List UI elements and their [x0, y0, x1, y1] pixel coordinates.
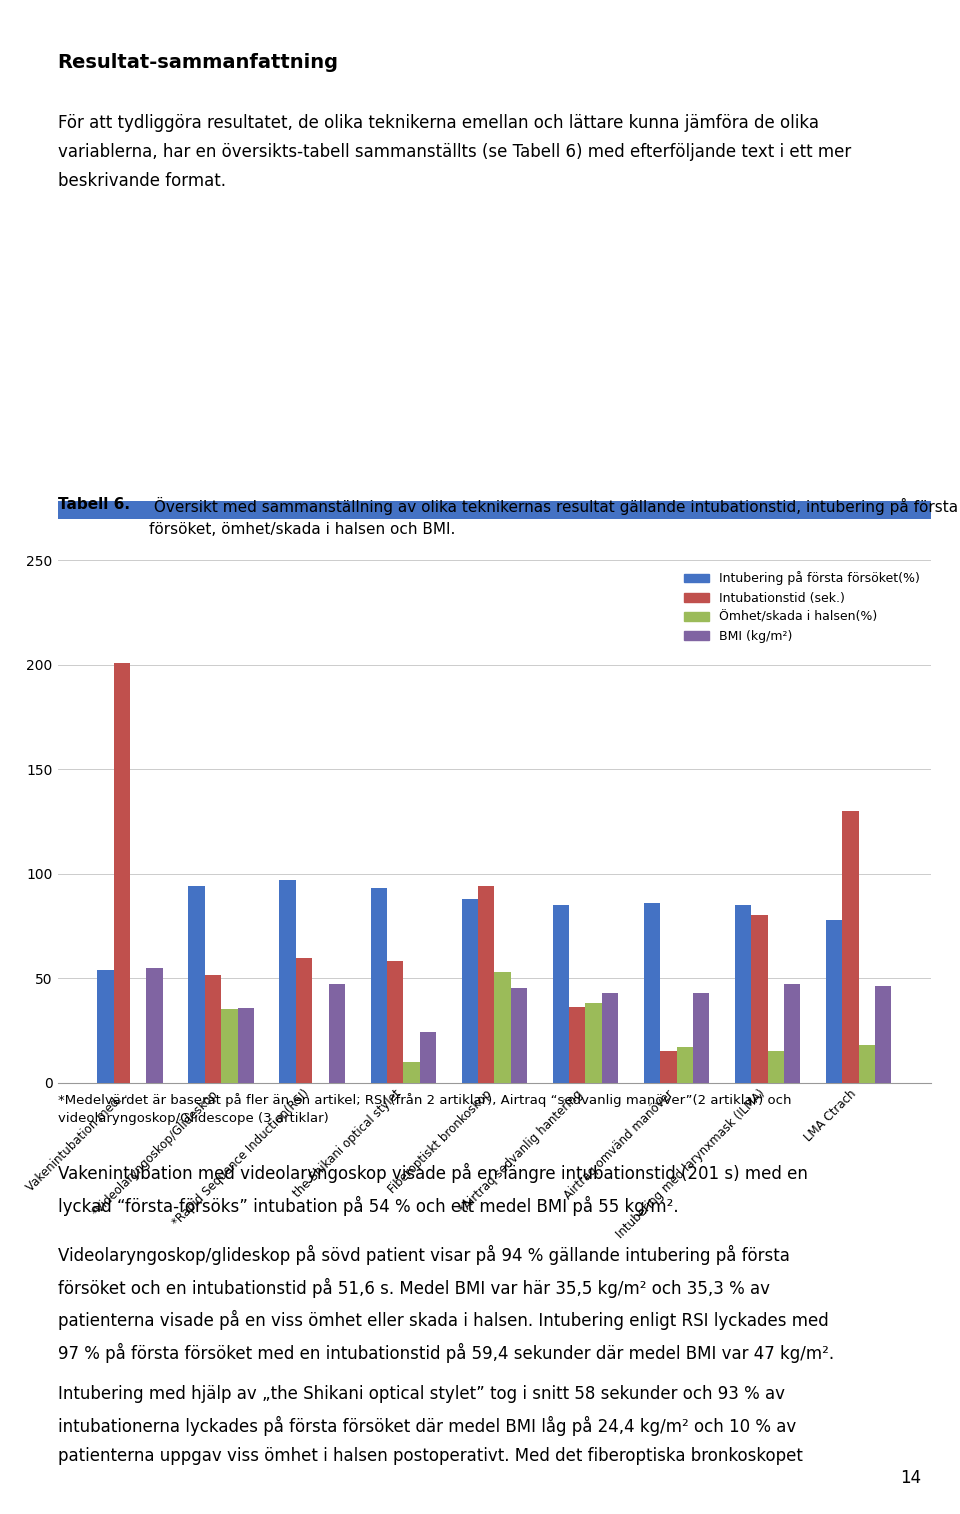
Bar	[842, 812, 858, 1083]
Text: Resultat-sammanfattning: Resultat-sammanfattning	[58, 53, 339, 73]
Bar	[188, 886, 204, 1083]
Text: *Medelvärdet är baserat på fler än en artikel; RSI (från 2 artiklar), Airtraq “s: *Medelvärdet är baserat på fler än en ar…	[58, 1093, 791, 1125]
Text: Intubering med hjälp av „the Shikani optical stylet” tog i snitt 58 sekunder och: Intubering med hjälp av „the Shikani opt…	[58, 1385, 803, 1466]
Bar	[387, 961, 403, 1083]
Bar	[478, 886, 494, 1083]
Bar	[221, 1008, 237, 1083]
Bar	[511, 989, 527, 1083]
Text: 14: 14	[900, 1469, 922, 1487]
Bar	[768, 1051, 784, 1083]
Text: Översikt med sammanställning av olika teknikernas resultat gällande intubationst: Översikt med sammanställning av olika te…	[149, 497, 958, 537]
Bar	[147, 967, 163, 1083]
Bar	[734, 905, 752, 1083]
Bar	[494, 972, 511, 1083]
Bar	[660, 1051, 677, 1083]
Text: Vakenintubation med videolaryngoskop visade på en längre intubationstid (201 s) : Vakenintubation med videolaryngoskop vis…	[58, 1163, 807, 1216]
Bar	[784, 984, 801, 1083]
Bar	[462, 899, 478, 1083]
Bar	[296, 958, 312, 1083]
Bar	[113, 663, 131, 1083]
Bar	[644, 902, 660, 1083]
Bar	[876, 987, 892, 1083]
Bar	[97, 969, 113, 1083]
Text: Tabell 6.: Tabell 6.	[58, 497, 130, 512]
Bar	[204, 975, 221, 1083]
Bar	[569, 1007, 586, 1083]
Bar	[328, 984, 345, 1083]
Bar	[553, 905, 569, 1083]
Bar	[677, 1048, 693, 1083]
Bar	[371, 889, 387, 1083]
Bar	[586, 1004, 602, 1083]
Text: Videolaryngoskop/glideskop på sövd patient visar på 94 % gällande intubering på : Videolaryngoskop/glideskop på sövd patie…	[58, 1245, 833, 1364]
Bar	[602, 993, 618, 1083]
Bar	[420, 1031, 436, 1083]
Bar	[858, 1045, 876, 1083]
Bar	[693, 993, 709, 1083]
Legend: Intubering på första försöket(%), Intubationstid (sek.), Ömhet/skada i halsen(%): Intubering på första försöket(%), Intuba…	[679, 566, 924, 648]
Bar	[279, 880, 296, 1083]
Text: För att tydliggöra resultatet, de olika teknikerna emellan och lättare kunna jäm: För att tydliggöra resultatet, de olika …	[58, 114, 851, 189]
Bar	[752, 916, 768, 1083]
Bar	[237, 1008, 254, 1083]
Bar	[403, 1061, 420, 1083]
Bar	[826, 919, 842, 1083]
